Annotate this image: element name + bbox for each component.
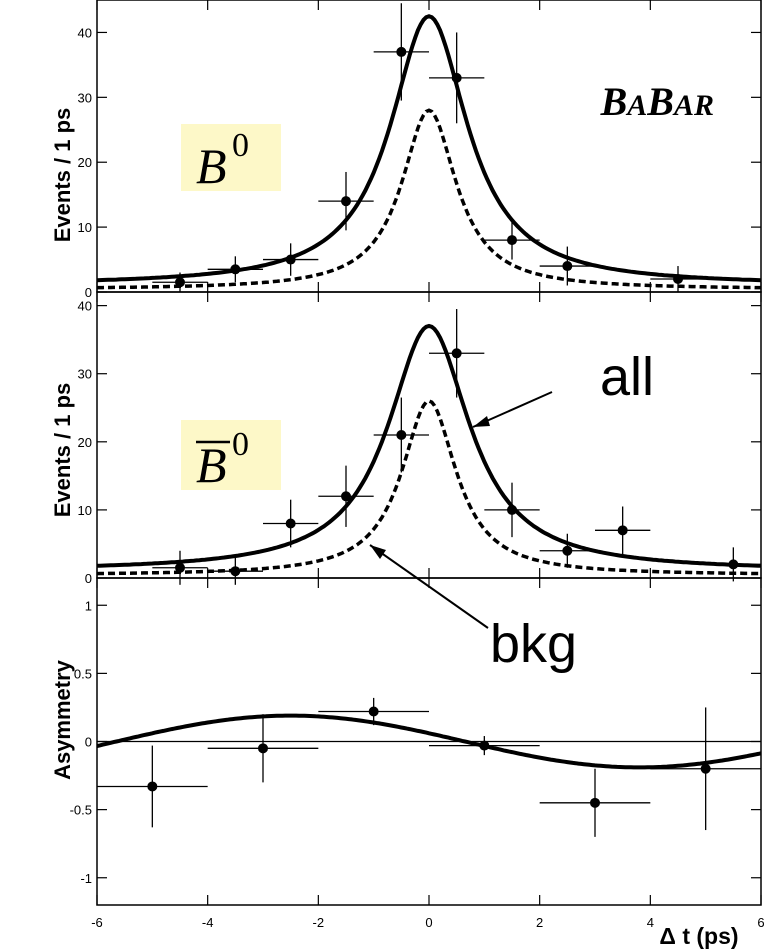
top-inset-label: B — [196, 138, 227, 194]
arrow-all-head — [473, 416, 490, 427]
bottom-ytick-label: 1 — [85, 598, 92, 613]
middle-ytick-label: 20 — [78, 435, 92, 450]
middle-inset-label: B — [196, 437, 227, 493]
top-ytick-label: 40 — [78, 25, 92, 40]
top-fit-all-curve — [96, 14, 762, 283]
bottom-data-point — [700, 763, 711, 774]
top-ytick-label: 10 — [78, 220, 92, 235]
middle-inset-superscript: 0 — [232, 426, 249, 463]
bottom-data-point — [147, 781, 158, 792]
middle-ytick-label: 0 — [85, 571, 92, 586]
brand-logo: BABAR — [600, 79, 714, 124]
top-data-point — [285, 254, 296, 265]
top-data-point — [562, 261, 573, 272]
x-tick-label: 6 — [757, 915, 764, 930]
middle-data-point — [230, 566, 241, 577]
middle-data-point — [285, 518, 296, 529]
middle-data-point — [396, 430, 407, 440]
bottom-ytick-label: 0.5 — [74, 666, 92, 681]
bottom-data-point — [590, 797, 600, 808]
middle-data-point — [617, 525, 628, 536]
middle-data-point — [175, 562, 185, 573]
x-axis-label: Δ t (ps) — [659, 923, 738, 949]
top-inset-superscript: 0 — [232, 127, 249, 164]
x-tick-label: 0 — [425, 915, 432, 930]
top-data-point — [673, 274, 683, 285]
bottom-ylabel: Asymmetry — [50, 659, 75, 780]
middle-data-point — [507, 504, 517, 515]
bottom-ytick-label: 0 — [85, 735, 92, 750]
middle-ylabel: Events / 1 ps — [50, 383, 75, 518]
bottom-data-point — [258, 743, 268, 754]
arrow-bkg — [369, 544, 489, 629]
middle-fit-all-curve — [96, 323, 762, 568]
middle-data-point — [562, 545, 573, 556]
bottom-data-point — [479, 740, 490, 751]
top-data-point — [507, 235, 517, 246]
top-ytick-label: 0 — [85, 285, 92, 300]
x-tick-label: 2 — [536, 915, 543, 930]
middle-data-point — [341, 491, 351, 502]
top-ytick-label: 20 — [78, 155, 92, 170]
bottom-ytick-label: -1 — [80, 871, 92, 886]
x-tick-label: -6 — [91, 915, 103, 930]
bottom-data-point — [368, 706, 379, 717]
x-tick-label: -2 — [313, 915, 325, 930]
middle-data-point — [451, 348, 462, 359]
arrow-bkg-head — [370, 545, 386, 559]
top-ytick-label: 30 — [78, 90, 92, 105]
top-data-point — [175, 277, 185, 288]
x-tick-label: 4 — [647, 915, 654, 930]
middle-inset-box — [181, 420, 281, 490]
middle-ytick-label: 30 — [78, 367, 92, 382]
middle-ytick-label: 10 — [78, 503, 92, 518]
middle-data-point — [728, 559, 739, 570]
annotation-all: all — [600, 347, 654, 407]
annotation-bkg: bkg — [490, 614, 577, 674]
bottom-asymmetry-curve — [96, 713, 762, 770]
top-data-point — [451, 72, 462, 83]
top-inset-box — [181, 124, 281, 191]
x-tick-label: -4 — [202, 915, 214, 930]
top-ylabel: Events / 1 ps — [50, 108, 75, 243]
top-data-point — [230, 264, 241, 275]
top-data-point — [341, 196, 351, 207]
top-data-point — [396, 46, 407, 57]
middle-ytick-label: 40 — [78, 299, 92, 314]
bottom-ytick-label: -0.5 — [70, 803, 92, 818]
top-fit-bkg-curve — [97, 108, 761, 290]
